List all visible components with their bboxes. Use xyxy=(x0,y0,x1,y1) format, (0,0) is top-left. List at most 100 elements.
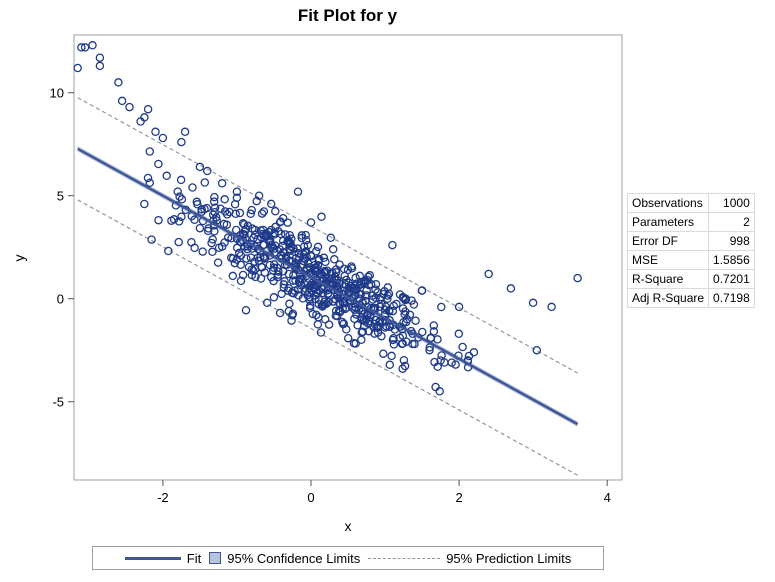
data-point xyxy=(297,231,307,240)
data-point xyxy=(236,260,245,270)
data-point xyxy=(164,246,173,256)
data-point xyxy=(235,208,245,218)
data-point xyxy=(400,361,410,371)
data-point xyxy=(417,286,427,295)
data-point xyxy=(301,284,310,293)
data-point xyxy=(192,197,202,207)
data-point xyxy=(271,207,280,216)
data-point xyxy=(385,360,395,370)
data-point xyxy=(324,320,334,329)
data-point xyxy=(469,348,479,357)
data-point xyxy=(274,267,283,276)
data-point xyxy=(388,240,397,250)
data-point xyxy=(358,327,368,336)
data-point xyxy=(195,162,205,172)
data-point xyxy=(435,387,444,396)
data-point xyxy=(335,260,344,269)
data-point xyxy=(222,210,232,219)
data-point xyxy=(77,43,86,52)
data-point xyxy=(154,215,163,225)
data-point xyxy=(313,289,322,298)
data-point xyxy=(301,235,311,245)
data-point xyxy=(290,247,299,257)
data-point xyxy=(323,289,333,299)
data-point xyxy=(285,238,294,247)
legend-fit-line-swatch xyxy=(124,556,181,560)
data-point xyxy=(379,349,388,358)
data-point xyxy=(203,166,212,176)
data-point xyxy=(283,286,293,295)
data-point xyxy=(317,270,327,279)
data-point xyxy=(177,212,186,221)
data-point xyxy=(361,296,370,306)
data-point xyxy=(114,78,123,87)
data-point xyxy=(362,291,371,300)
data-point xyxy=(308,309,318,319)
data-point xyxy=(328,268,337,277)
data-point xyxy=(347,283,357,293)
data-point xyxy=(208,210,218,219)
data-point xyxy=(190,215,199,225)
data-point xyxy=(343,285,352,294)
data-point xyxy=(259,207,269,216)
data-point xyxy=(250,230,260,240)
data-point xyxy=(398,364,407,373)
data-point xyxy=(367,291,377,301)
data-point xyxy=(405,310,415,320)
data-point xyxy=(362,286,371,295)
data-point xyxy=(279,280,289,289)
data-point xyxy=(210,227,219,236)
data-point xyxy=(362,311,372,320)
data-point xyxy=(167,216,176,225)
data-point xyxy=(140,113,149,122)
data-point xyxy=(309,282,319,292)
data-point xyxy=(284,269,294,279)
data-point xyxy=(231,209,240,219)
data-point xyxy=(385,322,394,332)
data-point xyxy=(379,289,388,299)
data-point xyxy=(190,243,199,253)
data-point xyxy=(305,301,315,310)
data-point xyxy=(357,313,366,322)
data-point xyxy=(294,291,303,300)
data-point xyxy=(484,269,493,279)
stats-value: 1.5856 xyxy=(708,250,755,270)
data-point xyxy=(532,345,542,355)
data-point xyxy=(319,300,328,310)
data-point xyxy=(313,260,323,270)
data-point xyxy=(256,226,266,235)
x-tick-label: 4 xyxy=(604,490,611,505)
data-point xyxy=(140,199,149,209)
data-point xyxy=(402,337,411,346)
data-point xyxy=(343,333,353,343)
data-point xyxy=(401,295,410,305)
data-point xyxy=(265,260,275,270)
data-point xyxy=(400,310,409,319)
data-point xyxy=(528,298,538,308)
legend-item-prediction: 95% Prediction Limits xyxy=(368,551,571,566)
legend-fit-label: Fit xyxy=(186,550,202,566)
stats-label: Adj R-Square xyxy=(626,288,710,308)
fit-line-layer xyxy=(77,147,579,426)
data-point xyxy=(298,275,307,284)
data-point xyxy=(250,257,259,266)
data-point xyxy=(429,321,439,330)
data-point xyxy=(318,288,328,298)
data-point xyxy=(260,253,270,262)
data-point xyxy=(247,205,256,215)
stats-value: 0.7201 xyxy=(708,269,755,289)
data-point xyxy=(117,96,127,106)
data-point xyxy=(273,263,282,273)
data-point xyxy=(208,247,217,257)
data-point xyxy=(151,127,160,137)
data-point xyxy=(240,230,249,239)
data-point xyxy=(407,296,416,305)
data-point xyxy=(214,243,224,253)
data-point xyxy=(395,290,405,299)
data-point xyxy=(451,360,460,369)
data-point xyxy=(328,297,338,306)
data-point xyxy=(95,53,105,62)
data-point xyxy=(349,339,359,348)
data-point xyxy=(269,293,279,302)
data-point xyxy=(175,192,184,201)
